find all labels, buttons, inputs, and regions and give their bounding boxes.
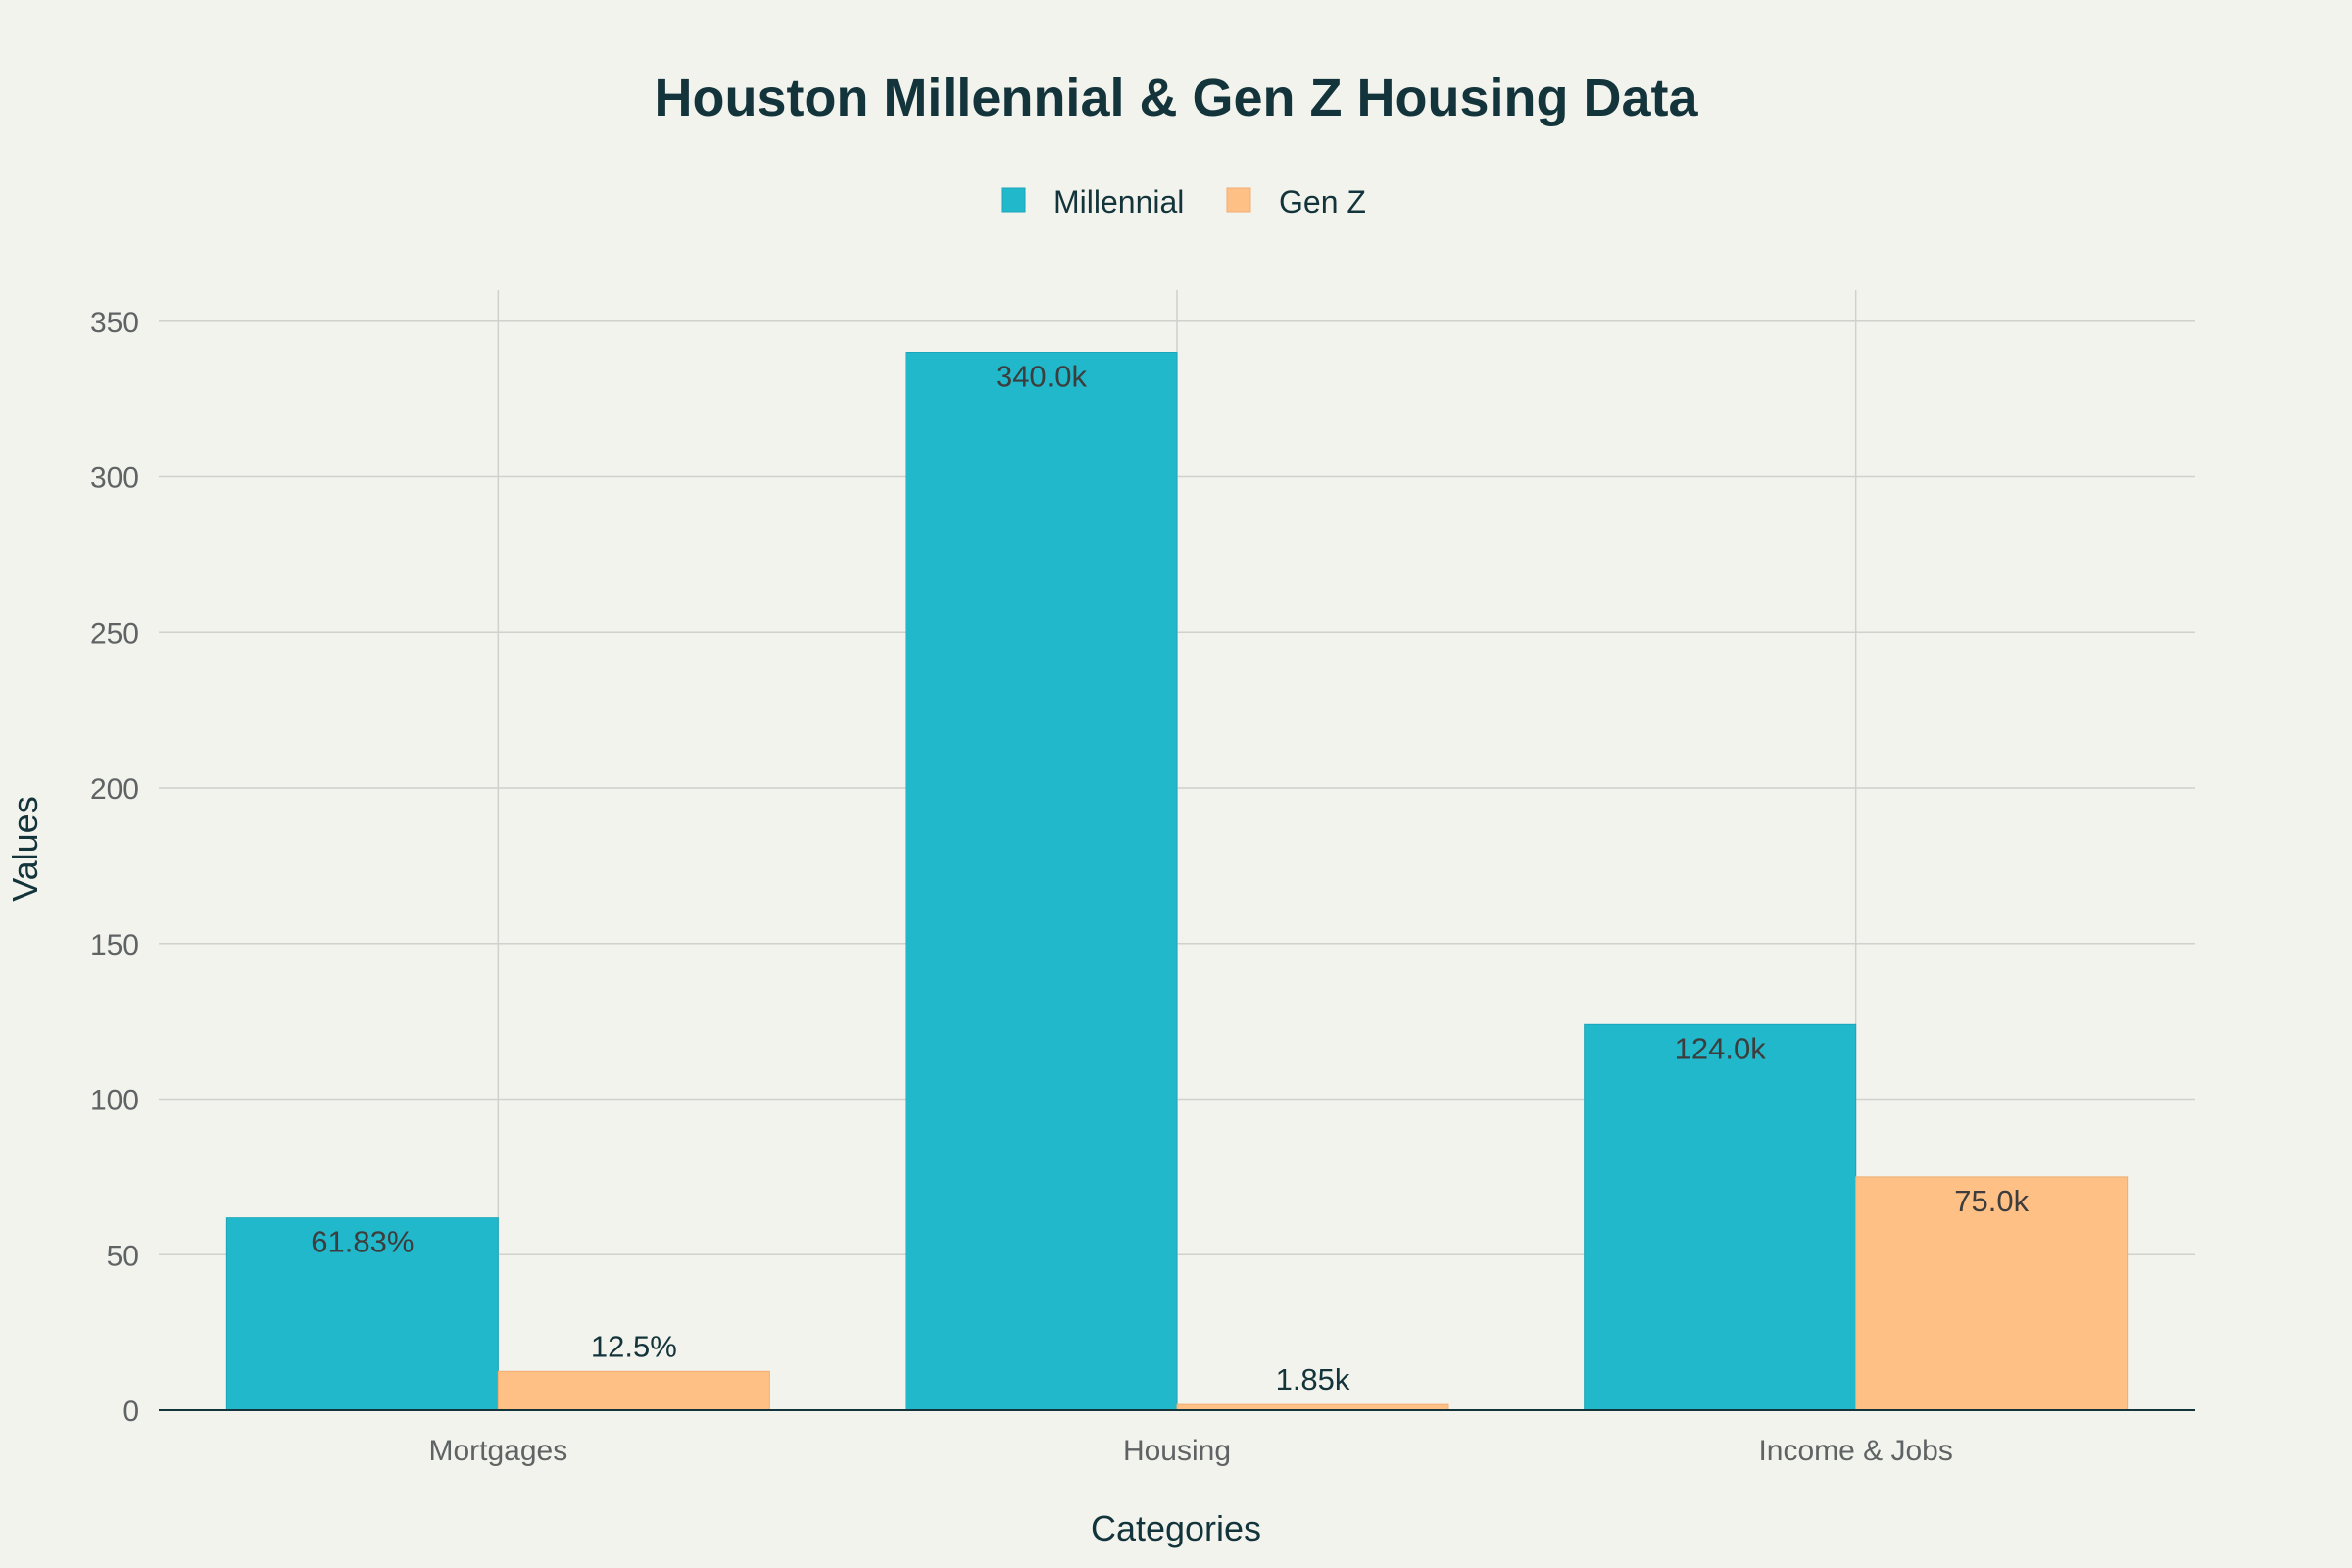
data-labels: 61.83% 12.5% 340.0k 1.85k 124.0k 75.0k bbox=[311, 360, 2029, 1397]
bar-gen-z bbox=[1855, 1176, 2129, 1411]
legend-swatch bbox=[1001, 187, 1026, 213]
x-tick-label: Housing bbox=[1123, 1435, 1231, 1467]
y-tick-label: 250 bbox=[90, 617, 139, 650]
y-tick-label: 50 bbox=[107, 1240, 139, 1272]
x-tick-label: Income & Jobs bbox=[1758, 1435, 1952, 1467]
bar-millennial bbox=[1584, 1023, 1857, 1411]
x-tick-label: Mortgages bbox=[428, 1435, 567, 1467]
legend-label: Gen Z bbox=[1279, 184, 1366, 220]
bar-millennial bbox=[905, 352, 1178, 1411]
y-tick-label: 100 bbox=[90, 1085, 139, 1117]
y-tick-label: 0 bbox=[122, 1396, 139, 1428]
legend-swatch bbox=[1226, 187, 1251, 213]
legend: Millennial Gen Z bbox=[1001, 184, 1366, 220]
chart-title: Houston Millennial & Gen Z Housing Data bbox=[654, 69, 1698, 127]
axes: 0 50 100 150 200 250 300 350 Mortgages Housing Inc… bbox=[90, 307, 2195, 1467]
data-label: 124.0k bbox=[1675, 1031, 1767, 1065]
data-label: 1.85k bbox=[1276, 1362, 1350, 1396]
legend-label: Millennial bbox=[1054, 184, 1184, 220]
y-tick-label: 150 bbox=[90, 929, 139, 961]
data-label: 340.0k bbox=[996, 360, 1088, 394]
x-axis-title: Categories bbox=[1091, 1508, 1261, 1548]
bars bbox=[225, 352, 2129, 1411]
y-tick-label: 350 bbox=[90, 307, 139, 339]
y-axis-title: Values bbox=[5, 796, 45, 901]
bar-millennial bbox=[225, 1217, 499, 1411]
bar-gen-z bbox=[497, 1370, 770, 1411]
y-tick-label: 200 bbox=[90, 773, 139, 806]
y-tick-label: 300 bbox=[90, 463, 139, 495]
data-label: 75.0k bbox=[1954, 1184, 2029, 1218]
data-label: 61.83% bbox=[311, 1225, 414, 1259]
data-label: 12.5% bbox=[591, 1329, 677, 1363]
